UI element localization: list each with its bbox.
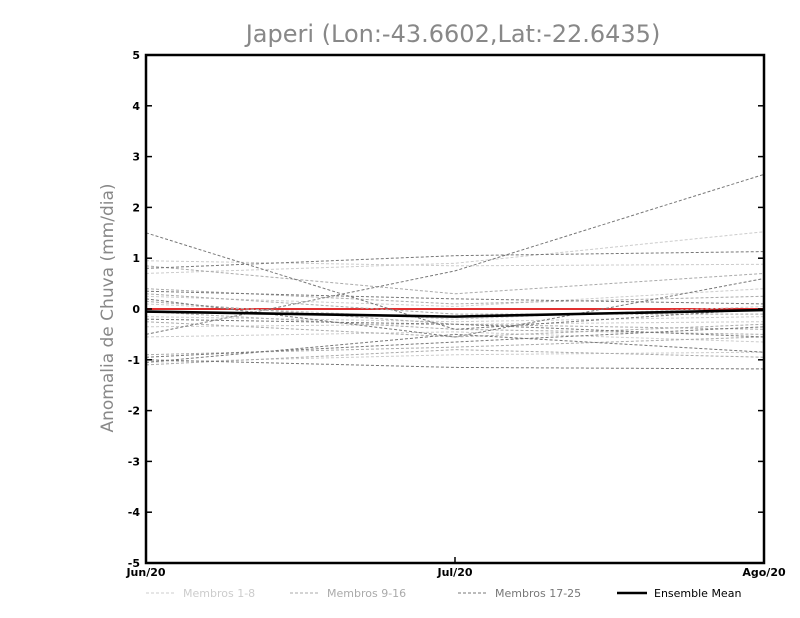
legend-label: Membros 17-25 xyxy=(495,587,581,600)
legend-label: Membros 1-8 xyxy=(183,587,255,600)
y-tick-label: 4 xyxy=(132,100,140,113)
member-line-23 xyxy=(145,326,765,358)
y-axis-label: Anomalia de Chuva (mm/dia) xyxy=(98,183,118,432)
y-tick-label: -3 xyxy=(128,455,140,468)
member-line-2 xyxy=(145,231,765,274)
y-tick-label: 0 xyxy=(132,303,140,316)
member-line-4 xyxy=(145,303,765,320)
x-tick-label: Jul/20 xyxy=(436,566,472,579)
member-line-24 xyxy=(145,359,765,370)
member-line-1 xyxy=(145,260,765,267)
member-line-6 xyxy=(145,321,765,328)
y-tick-label: -1 xyxy=(128,354,140,367)
member-line-14 xyxy=(145,321,765,338)
y-tick-label: -2 xyxy=(128,405,140,418)
member-line-7 xyxy=(145,331,765,343)
member-line-16 xyxy=(145,349,765,366)
y-tick-label: 3 xyxy=(132,151,140,164)
member-line-12 xyxy=(145,300,765,330)
x-tick-label: Jun/20 xyxy=(125,566,165,579)
x-tick-label: Ago/20 xyxy=(742,566,786,579)
member-line-11 xyxy=(145,293,764,315)
member-line-9 xyxy=(145,265,765,295)
member-line-5 xyxy=(145,316,765,323)
y-tick-label: 2 xyxy=(132,201,140,214)
legend-label: Membros 9-16 xyxy=(327,587,406,600)
member-line-10 xyxy=(145,288,765,305)
plot-lines xyxy=(145,173,765,370)
member-line-22 xyxy=(145,318,765,338)
member-line-15 xyxy=(145,336,765,356)
chart-title: Japeri (Lon:-43.6602,Lat:-22.6435) xyxy=(244,20,661,48)
y-tick-label: -4 xyxy=(128,506,141,519)
member-line-17 xyxy=(145,232,765,330)
member-line-3 xyxy=(145,288,765,307)
member-line-21 xyxy=(145,278,765,338)
y-ticks: -5 -4 -3 -2 -1 0 1 2 3 4 5 xyxy=(128,49,764,570)
y-tick-label: 5 xyxy=(132,49,140,62)
ensemble-mean-line xyxy=(145,308,765,318)
y-tick-label: -5 xyxy=(128,557,140,570)
member-line-19 xyxy=(145,251,765,269)
member-line-25 xyxy=(145,333,765,363)
legend: Membros 1-8 Membros 9-16 Membros 17-25 Ense… xyxy=(146,587,741,600)
y-tick-label: 1 xyxy=(132,252,140,265)
member-line-8 xyxy=(145,351,765,363)
legend-label: Ensemble Mean xyxy=(654,587,741,600)
member-line-20 xyxy=(145,290,765,305)
x-ticks: Jun/20 Jul/20 Ago/20 xyxy=(125,557,786,579)
